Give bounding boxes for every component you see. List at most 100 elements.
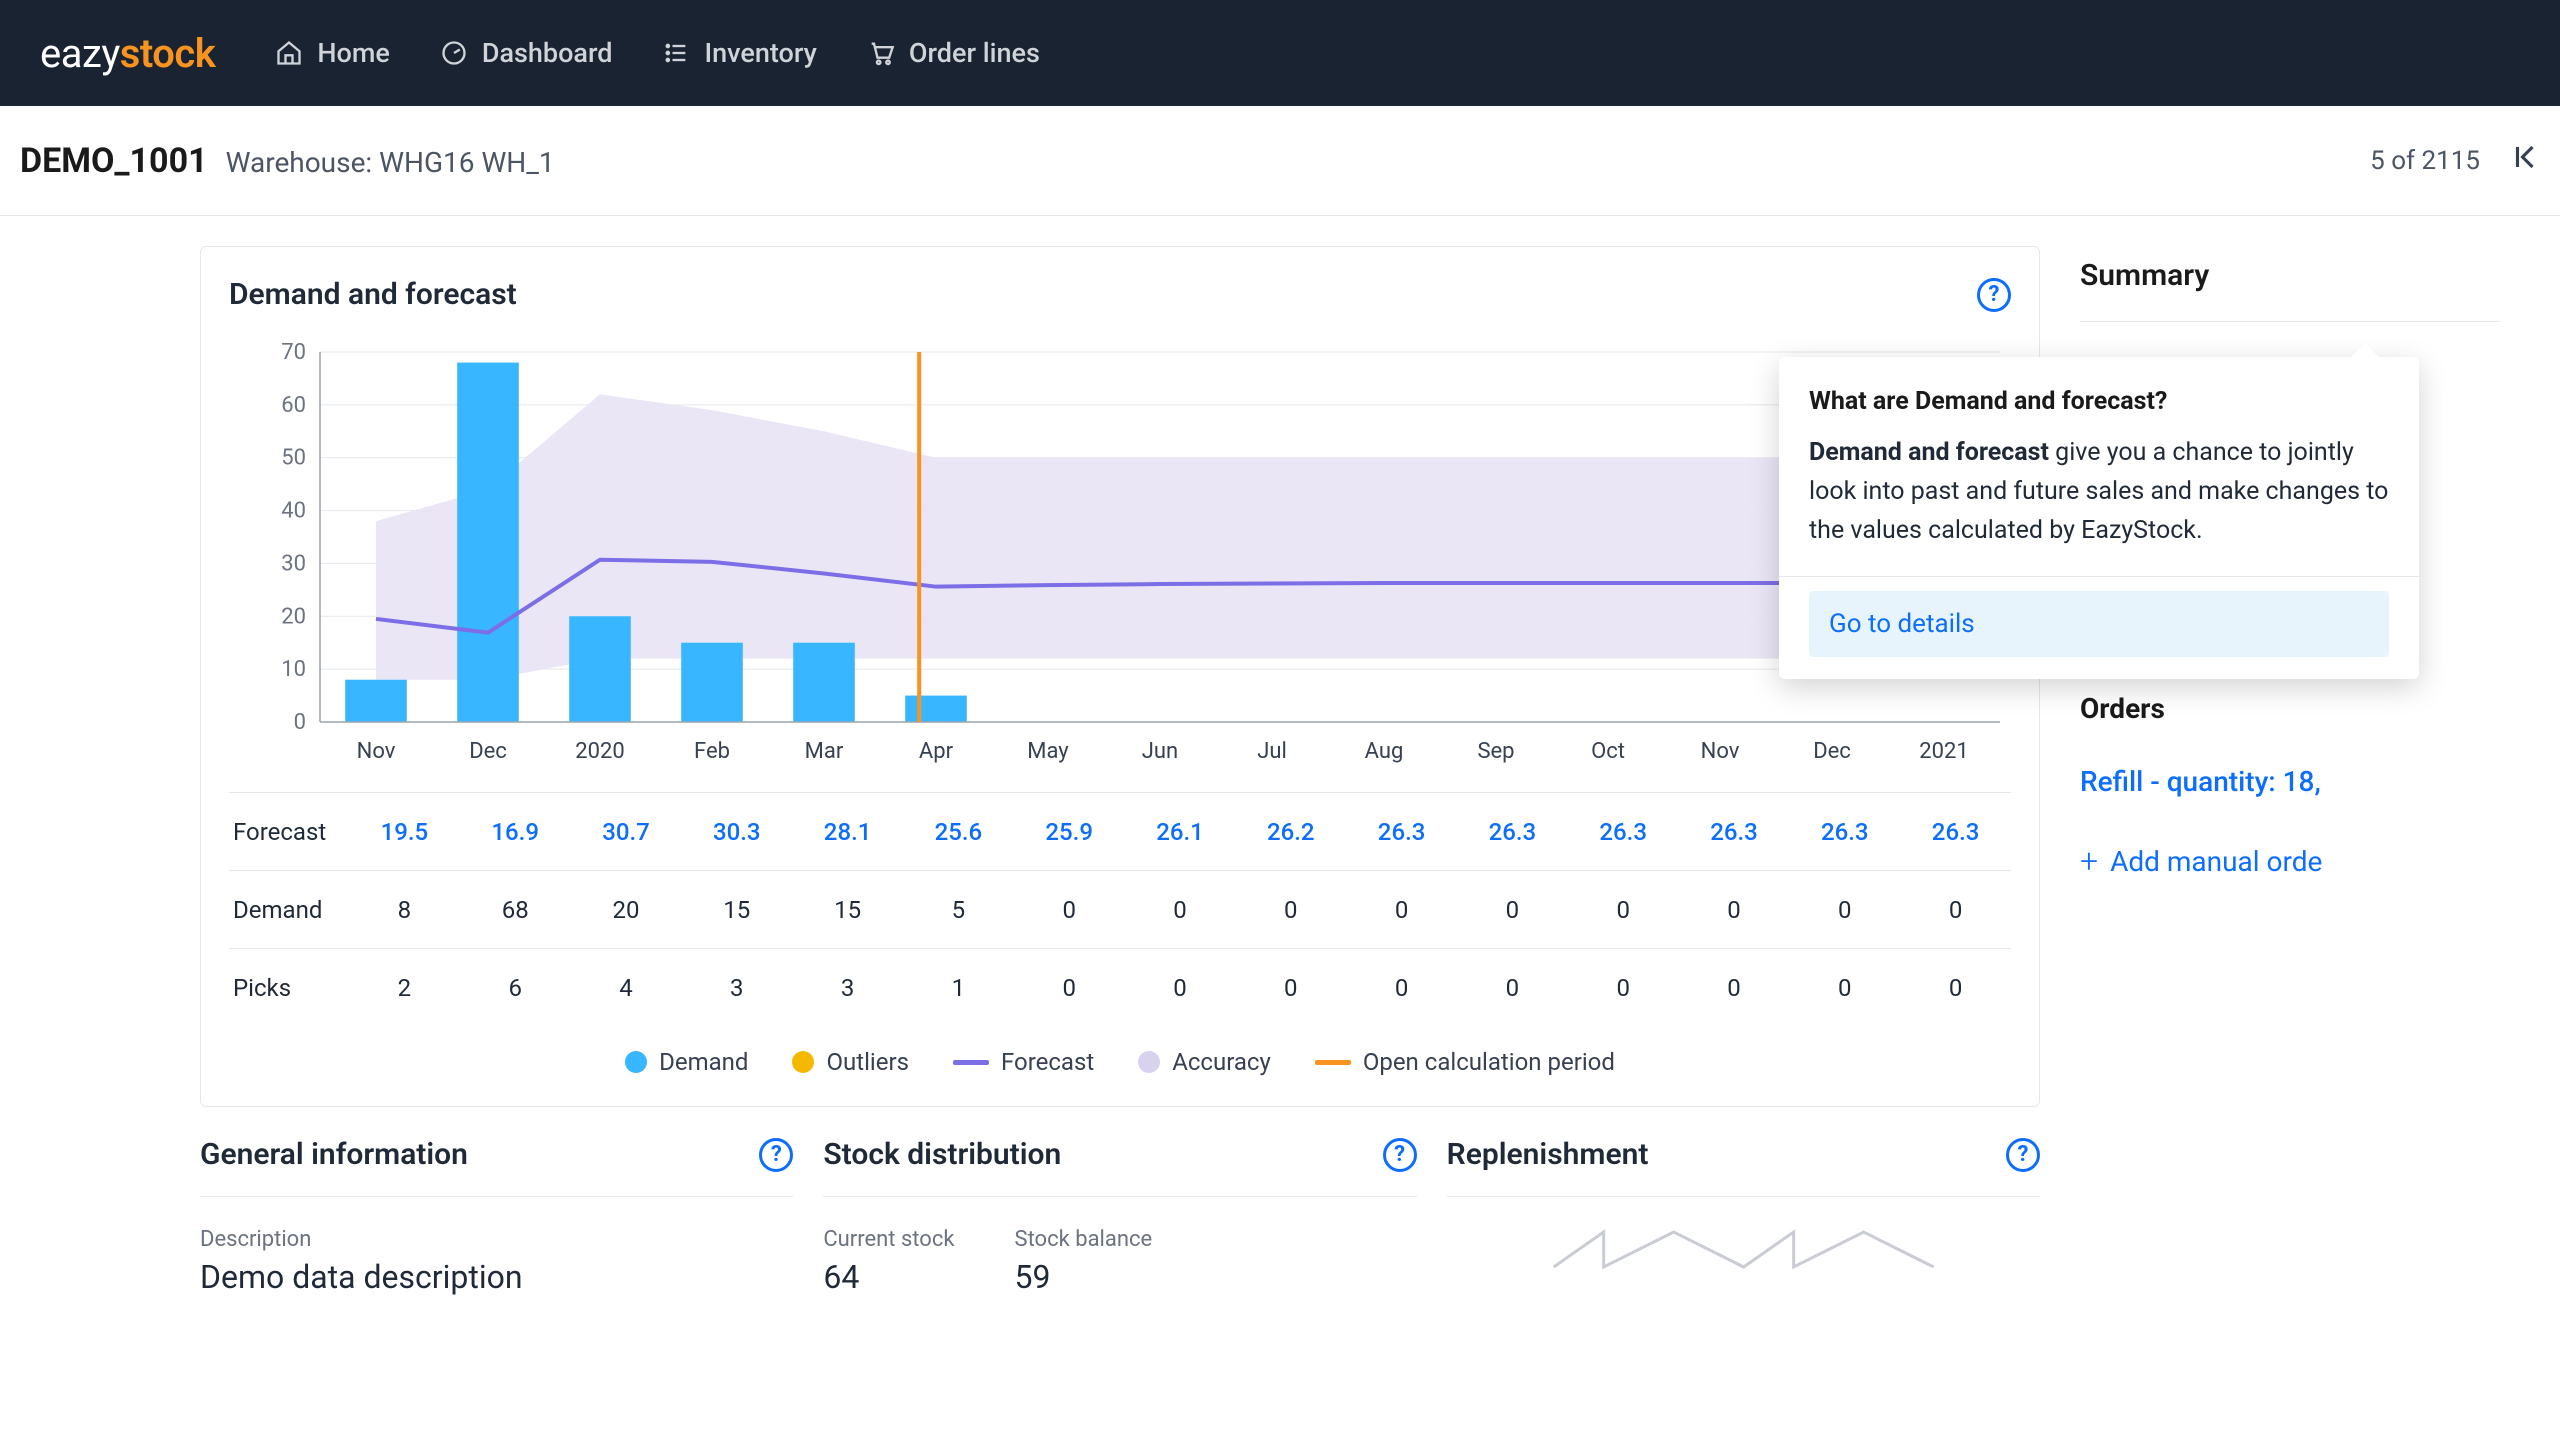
- pager-first-button[interactable]: [2510, 142, 2540, 179]
- stock-balance-value: 59: [1015, 1258, 1153, 1296]
- demand-forecast-card: Demand and forecast ? What are Demand an…: [200, 246, 2040, 1107]
- table-cell[interactable]: 26.2: [1235, 818, 1346, 846]
- table-cell[interactable]: 26.3: [1679, 818, 1790, 846]
- svg-text:Nov: Nov: [1701, 739, 1740, 764]
- table-cell: 0: [1346, 974, 1457, 1002]
- table-cell: 2: [349, 974, 460, 1002]
- table-cell[interactable]: 26.3: [1900, 818, 2011, 846]
- table-cell[interactable]: 26.3: [1568, 818, 1679, 846]
- add-manual-order-button[interactable]: + Add manual orde: [2080, 842, 2500, 880]
- svg-text:70: 70: [281, 342, 306, 365]
- table-cell[interactable]: 30.7: [571, 818, 682, 846]
- description-label: Description: [200, 1227, 793, 1252]
- svg-text:Nov: Nov: [357, 739, 396, 764]
- legend-demand-label: Demand: [659, 1048, 748, 1076]
- refill-link[interactable]: Refill - quantity: 18,: [2080, 765, 2500, 798]
- table-cell: 0: [1457, 974, 1568, 1002]
- table-cell: 0: [1125, 896, 1236, 924]
- table-cell: 8: [349, 896, 460, 924]
- subheader: DEMO_1001 Warehouse: WHG16 WH_1 5 of 211…: [0, 106, 2560, 216]
- top-nav: eazystock Home Dashboard Inventory Order…: [0, 0, 2560, 106]
- svg-text:Mar: Mar: [805, 739, 844, 764]
- svg-text:Feb: Feb: [694, 739, 730, 764]
- popover-body: Demand and forecast give you a chance to…: [1809, 434, 2389, 550]
- popover-body-bold: Demand and forecast: [1809, 438, 2049, 467]
- nav-home-label: Home: [317, 37, 389, 69]
- help-popover: What are Demand and forecast? Demand and…: [1779, 357, 2419, 679]
- item-id: DEMO_1001: [20, 141, 208, 181]
- table-cell: 0: [1014, 896, 1125, 924]
- orders-title: Orders: [2080, 692, 2500, 725]
- legend-accuracy: Accuracy: [1138, 1048, 1271, 1076]
- table-cell[interactable]: 19.5: [349, 818, 460, 846]
- svg-text:Dec: Dec: [1813, 739, 1851, 764]
- table-cell: 0: [1568, 896, 1679, 924]
- svg-text:50: 50: [281, 446, 306, 471]
- legend-outliers: Outliers: [792, 1048, 909, 1076]
- nav-dashboard-label: Dashboard: [482, 37, 613, 69]
- table-cell[interactable]: 30.3: [681, 818, 792, 846]
- svg-text:2020: 2020: [575, 739, 624, 764]
- summary-title: Summary: [2080, 258, 2500, 293]
- nav-dashboard[interactable]: Dashboard: [440, 37, 613, 69]
- table-cell[interactable]: 26.3: [1789, 818, 1900, 846]
- svg-text:Jul: Jul: [1257, 739, 1287, 764]
- table-cell[interactable]: 26.1: [1125, 818, 1236, 846]
- popover-details-link[interactable]: Go to details: [1809, 591, 2389, 657]
- cart-icon: [867, 39, 895, 67]
- nav-orderlines[interactable]: Order lines: [867, 37, 1040, 69]
- nav-home[interactable]: Home: [275, 37, 389, 69]
- stock-balance-label: Stock balance: [1015, 1227, 1153, 1252]
- stock-dist-title: Stock distribution: [823, 1137, 1061, 1172]
- svg-text:May: May: [1027, 739, 1069, 764]
- table-cell: 1: [903, 974, 1014, 1002]
- svg-text:20: 20: [281, 604, 306, 629]
- table-cell: 0: [1789, 974, 1900, 1002]
- description-value: Demo data description: [200, 1258, 793, 1296]
- table-cell: 0: [1900, 974, 2011, 1002]
- table-cell: 4: [571, 974, 682, 1002]
- table-cell: 20: [571, 896, 682, 924]
- table-cell: 0: [1125, 974, 1236, 1002]
- replenishment-card: Replenishment ?: [1447, 1137, 2040, 1296]
- brand-logo[interactable]: eazystock: [40, 30, 215, 77]
- svg-text:Aug: Aug: [1365, 739, 1404, 764]
- legend-forecast: Forecast: [953, 1048, 1094, 1076]
- general-info-card: General information ? Description Demo d…: [200, 1137, 793, 1296]
- current-stock-value: 64: [823, 1258, 954, 1296]
- table-cell: 0: [1568, 974, 1679, 1002]
- help-icon[interactable]: ?: [1977, 278, 2011, 312]
- table-cell[interactable]: 25.6: [903, 818, 1014, 846]
- svg-text:0: 0: [294, 710, 306, 735]
- nav-items: Home Dashboard Inventory Order lines: [275, 37, 1040, 69]
- general-info-title: General information: [200, 1137, 468, 1172]
- data-table: Forecast19.516.930.730.328.125.625.926.1…: [229, 792, 2011, 1026]
- replenishment-mini-chart: [1447, 1217, 2040, 1277]
- legend-demand: Demand: [625, 1048, 748, 1076]
- svg-text:Dec: Dec: [469, 739, 507, 764]
- table-cell[interactable]: 16.9: [460, 818, 571, 846]
- table-cell: 0: [1235, 974, 1346, 1002]
- table-cell[interactable]: 26.3: [1457, 818, 1568, 846]
- chart-svg: 010203040506070NovDec2020FebMarAprMayJun…: [229, 342, 2011, 772]
- table-cell[interactable]: 26.3: [1346, 818, 1457, 846]
- svg-text:40: 40: [281, 499, 306, 524]
- first-page-icon: [2510, 142, 2540, 172]
- table-cell: 0: [1900, 896, 2011, 924]
- svg-text:Apr: Apr: [919, 739, 954, 764]
- table-cell[interactable]: 25.9: [1014, 818, 1125, 846]
- nav-inventory[interactable]: Inventory: [662, 37, 816, 69]
- table-cell: 0: [1014, 974, 1125, 1002]
- help-icon[interactable]: ?: [1383, 1138, 1417, 1172]
- table-cell: 5: [903, 896, 1014, 924]
- list-icon: [662, 39, 690, 67]
- table-cell[interactable]: 28.1: [792, 818, 903, 846]
- replenishment-title: Replenishment: [1447, 1137, 1649, 1172]
- help-icon[interactable]: ?: [759, 1138, 793, 1172]
- legend-accuracy-label: Accuracy: [1172, 1048, 1271, 1076]
- help-icon[interactable]: ?: [2006, 1138, 2040, 1172]
- legend-outliers-label: Outliers: [826, 1048, 909, 1076]
- svg-text:Oct: Oct: [1591, 739, 1625, 764]
- picks-row: Picks264331000000000: [229, 948, 2011, 1026]
- svg-text:30: 30: [281, 551, 306, 576]
